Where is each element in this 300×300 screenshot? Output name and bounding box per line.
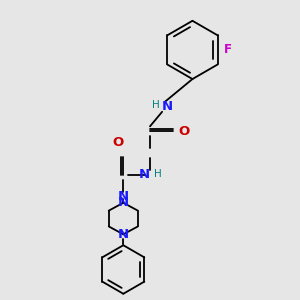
Text: N: N [162,100,173,113]
Text: F: F [224,44,232,56]
Text: H: H [152,100,160,110]
Text: O: O [113,136,124,149]
Text: N: N [118,190,129,203]
Text: O: O [178,125,189,138]
Text: H: H [154,169,161,179]
Text: N: N [118,228,129,241]
Text: N: N [118,196,129,209]
Text: N: N [139,168,150,182]
